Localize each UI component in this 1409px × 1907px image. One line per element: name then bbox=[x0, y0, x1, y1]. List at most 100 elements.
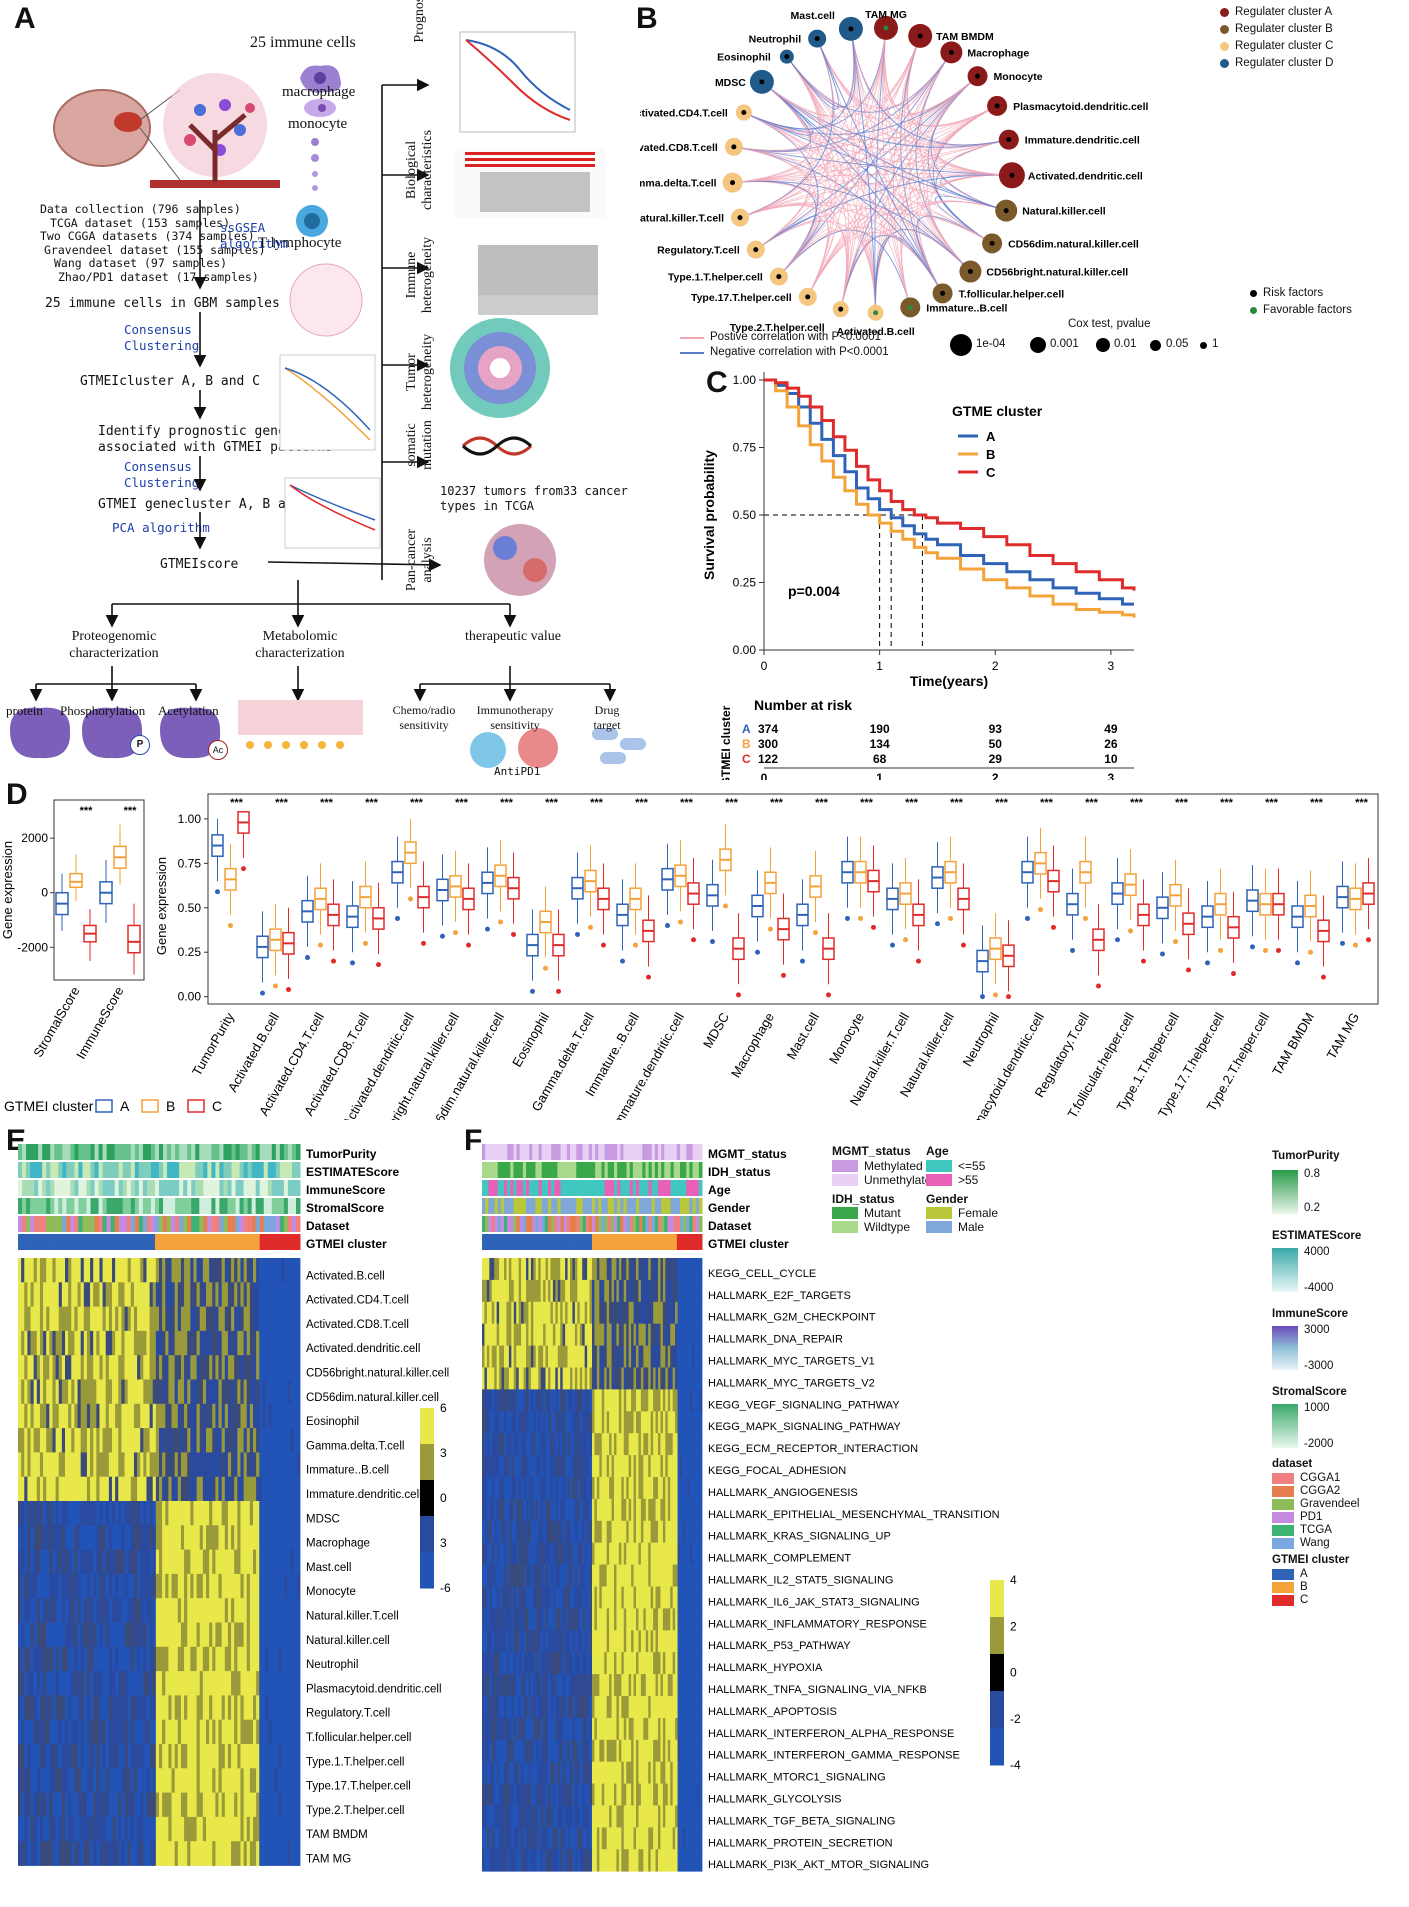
heat-cell bbox=[30, 1330, 35, 1356]
annotation-cell bbox=[18, 1162, 23, 1178]
annotation-cell bbox=[142, 1180, 148, 1196]
heat-cell bbox=[96, 1598, 100, 1623]
heat-cell bbox=[83, 1306, 88, 1332]
heat-cell bbox=[645, 1258, 649, 1281]
heat-cell bbox=[584, 1477, 588, 1500]
heat-cell bbox=[206, 1816, 210, 1842]
annotation-cell bbox=[639, 1144, 643, 1160]
heat-cell bbox=[572, 1433, 576, 1456]
heat-cell bbox=[682, 1411, 686, 1434]
heat-cell bbox=[648, 1389, 652, 1412]
heat-cell bbox=[187, 1501, 191, 1526]
heat-cell bbox=[121, 1476, 125, 1502]
heat-cell bbox=[645, 1433, 649, 1456]
heat-cell bbox=[237, 1816, 241, 1842]
heat-cell bbox=[137, 1841, 141, 1866]
heat-cell bbox=[18, 1379, 22, 1405]
heat-cell bbox=[108, 1598, 113, 1623]
heat-cell bbox=[121, 1330, 125, 1356]
heat-cell bbox=[83, 1744, 88, 1769]
heat-cell bbox=[49, 1258, 53, 1283]
heat-cell bbox=[697, 1433, 700, 1456]
heat-cell bbox=[616, 1389, 620, 1412]
annotation-cell bbox=[636, 1198, 640, 1214]
annotation-cell bbox=[654, 1198, 659, 1214]
annotation-cell bbox=[50, 1216, 55, 1232]
heat-cell bbox=[626, 1367, 630, 1390]
heat-cell bbox=[494, 1323, 498, 1346]
heat-cell bbox=[662, 1367, 666, 1390]
heat-cell bbox=[501, 1477, 505, 1500]
heat-cell bbox=[506, 1477, 510, 1500]
heat-cell bbox=[259, 1573, 263, 1599]
annotation-cell bbox=[118, 1234, 124, 1250]
heat-cell bbox=[49, 1476, 53, 1502]
heat-cell bbox=[218, 1330, 223, 1356]
heat-cell bbox=[650, 1389, 654, 1412]
heat-cell bbox=[699, 1367, 703, 1390]
heat-cell bbox=[155, 1525, 160, 1550]
heat-cell bbox=[599, 1301, 603, 1325]
heat-cell bbox=[184, 1792, 188, 1818]
heat-cell bbox=[137, 1501, 141, 1526]
heat-cell bbox=[36, 1671, 41, 1696]
heat-cell bbox=[589, 1477, 593, 1500]
heat-cell bbox=[246, 1282, 251, 1307]
heat-cell bbox=[237, 1598, 241, 1623]
heat-cell bbox=[253, 1816, 257, 1842]
heat-cell bbox=[143, 1646, 147, 1672]
heat-cell bbox=[508, 1433, 512, 1456]
heat-cell bbox=[496, 1411, 500, 1434]
heat-cell bbox=[262, 1622, 266, 1648]
heat-cell bbox=[692, 1389, 696, 1412]
heat-cell bbox=[168, 1330, 172, 1356]
heat-cell bbox=[212, 1695, 216, 1721]
heat-cell bbox=[24, 1330, 28, 1356]
heat-cell bbox=[55, 1330, 60, 1356]
heat-cell bbox=[274, 1598, 279, 1623]
heat-cell bbox=[146, 1525, 150, 1550]
annotation-cell bbox=[598, 1162, 602, 1178]
annotation-cell bbox=[614, 1144, 618, 1160]
annotation-cell bbox=[551, 1144, 555, 1160]
heat-cell bbox=[102, 1622, 107, 1648]
heat-cell bbox=[118, 1452, 122, 1478]
heat-cell bbox=[262, 1573, 266, 1599]
annotation-cell bbox=[497, 1234, 502, 1250]
heat-cell bbox=[168, 1379, 172, 1405]
annotation-cell bbox=[689, 1234, 694, 1250]
heat-cell bbox=[587, 1455, 590, 1478]
heat-cell bbox=[616, 1301, 620, 1325]
annotation-cell bbox=[614, 1162, 618, 1178]
heat-cell bbox=[653, 1367, 656, 1390]
heat-cell bbox=[231, 1452, 235, 1478]
heat-cell bbox=[499, 1477, 502, 1500]
annotation-cell bbox=[78, 1162, 83, 1178]
heat-cell bbox=[55, 1403, 60, 1429]
correlation-edge bbox=[761, 56, 825, 121]
heat-cell bbox=[259, 1452, 263, 1478]
heat-cell bbox=[168, 1501, 172, 1526]
heat-cell bbox=[86, 1598, 91, 1623]
heat-cell bbox=[677, 1411, 681, 1434]
heat-cell bbox=[146, 1282, 150, 1307]
color-bar-segment bbox=[420, 1444, 434, 1481]
heat-cell bbox=[202, 1258, 207, 1283]
outlier bbox=[318, 942, 323, 948]
annotation-cell bbox=[259, 1180, 265, 1196]
heat-cell bbox=[689, 1367, 693, 1390]
heat-cell bbox=[130, 1744, 135, 1769]
heat-cell bbox=[262, 1598, 266, 1623]
heat-cell bbox=[526, 1455, 529, 1478]
heat-cell bbox=[660, 1301, 664, 1325]
heat-cell bbox=[234, 1816, 238, 1842]
node-factor-dot bbox=[753, 247, 759, 253]
annotation-cell bbox=[102, 1144, 108, 1160]
heat-cell bbox=[660, 1323, 664, 1346]
annotation-cell bbox=[74, 1216, 79, 1232]
heat-cell bbox=[526, 1279, 529, 1303]
heat-cell bbox=[486, 1258, 490, 1281]
heat-cell bbox=[127, 1306, 132, 1332]
y-axis-title: Gene expression bbox=[154, 857, 169, 955]
heat-cell bbox=[152, 1719, 157, 1745]
